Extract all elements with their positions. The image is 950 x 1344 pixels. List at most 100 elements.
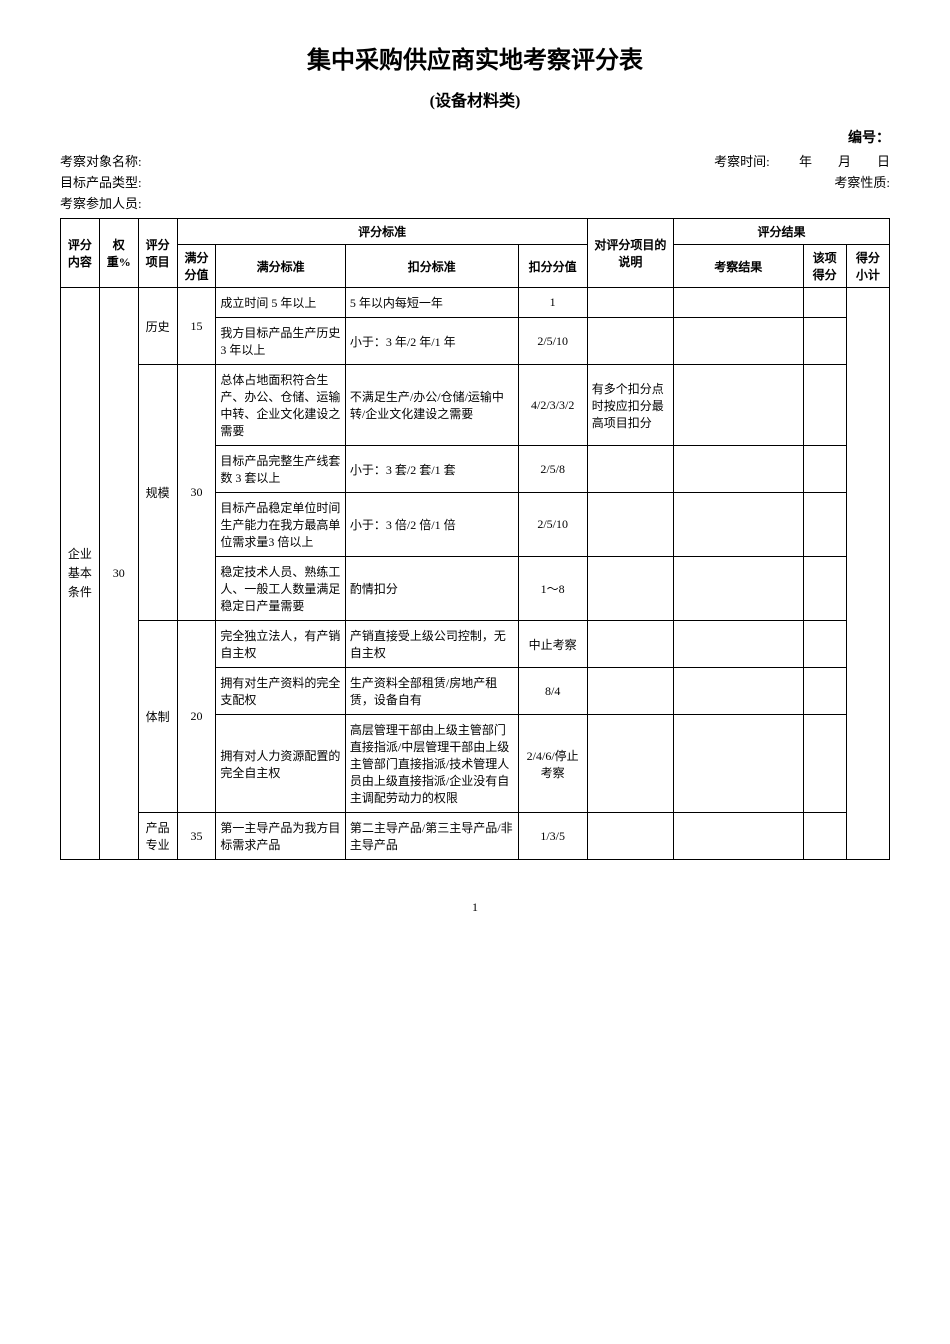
full-criteria: 成立时间 5 年以上 <box>216 288 346 318</box>
score-cell <box>803 288 846 318</box>
deduct-value: 2/5/10 <box>518 318 587 365</box>
result-cell <box>674 813 804 860</box>
full-criteria: 总体占地面积符合生产、办公、仓储、运输中转、企业文化建设之需要 <box>216 365 346 446</box>
h-result: 考察结果 <box>674 245 804 288</box>
h-weight: 权重% <box>99 219 138 288</box>
deduct-criteria: 高层管理干部由上级主管部门直接指派/中层管理干部由上级主管部门直接指派/技术管理… <box>345 715 518 813</box>
score-cell <box>803 446 846 493</box>
h-item: 评分项目 <box>138 219 177 288</box>
note-cell <box>587 493 673 557</box>
h-criteria-group: 评分标准 <box>177 219 587 245</box>
time-field: 考察时间: 年 月 日 <box>714 151 890 170</box>
full-criteria: 完全独立法人，有产销自主权 <box>216 621 346 668</box>
result-cell <box>674 668 804 715</box>
note-cell <box>587 715 673 813</box>
h-full-score: 满分分值 <box>177 245 216 288</box>
result-cell <box>674 493 804 557</box>
h-content: 评分内容 <box>61 219 100 288</box>
deduct-criteria: 产销直接受上级公司控制，无自主权 <box>345 621 518 668</box>
full-criteria: 我方目标产品生产历史 3 年以上 <box>216 318 346 365</box>
deduct-value: 1 <box>518 288 587 318</box>
nature-label: 考察性质: <box>834 172 890 191</box>
time-value: 年 月 日 <box>773 154 890 169</box>
meta-row-3: 考察参加人员: <box>60 193 890 212</box>
result-cell <box>674 557 804 621</box>
note-cell <box>587 446 673 493</box>
table-row: 产品专业 35 第一主导产品为我方目标需求产品 第二主导产品/第三主导产品/非主… <box>61 813 890 860</box>
item-name: 体制 <box>138 621 177 813</box>
score-cell <box>803 493 846 557</box>
note-cell <box>587 318 673 365</box>
deduct-value: 4/2/3/3/2 <box>518 365 587 446</box>
note-cell <box>587 621 673 668</box>
h-deduct-criteria: 扣分标准 <box>345 245 518 288</box>
table-row: 体制 20 完全独立法人，有产销自主权 产销直接受上级公司控制，无自主权 中止考… <box>61 621 890 668</box>
score-cell <box>803 813 846 860</box>
meta-row-1: 考察对象名称: 考察时间: 年 月 日 <box>60 151 890 170</box>
full-criteria: 目标产品完整生产线套数 3 套以上 <box>216 446 346 493</box>
note-cell: 有多个扣分点时按应扣分最高项目扣分 <box>587 365 673 446</box>
deduct-criteria: 第二主导产品/第三主导产品/非主导产品 <box>345 813 518 860</box>
note-cell <box>587 557 673 621</box>
item-name: 规模 <box>138 365 177 621</box>
h-result-group: 评分结果 <box>674 219 890 245</box>
subject-label: 考察对象名称: <box>60 151 142 170</box>
result-cell <box>674 621 804 668</box>
page-title: 集中采购供应商实地考察评分表 <box>60 40 890 75</box>
deduct-criteria: 不满足生产/办公/仓储/运输中转/企业文化建设之需要 <box>345 365 518 446</box>
result-cell <box>674 446 804 493</box>
score-cell <box>803 621 846 668</box>
result-cell <box>674 288 804 318</box>
deduct-criteria: 生产资料全部租赁/房地产租赁，设备自有 <box>345 668 518 715</box>
item-full-score: 15 <box>177 288 216 365</box>
score-cell <box>803 365 846 446</box>
full-criteria: 拥有对生产资料的完全支配权 <box>216 668 346 715</box>
score-cell <box>803 715 846 813</box>
result-cell <box>674 715 804 813</box>
score-cell <box>803 318 846 365</box>
h-full-criteria: 满分标准 <box>216 245 346 288</box>
header-row-2: 满分分值 满分标准 扣分标准 扣分分值 考察结果 该项得分 得分小计 <box>61 245 890 288</box>
full-criteria: 拥有对人力资源配置的完全自主权 <box>216 715 346 813</box>
h-subtotal: 得分小计 <box>846 245 889 288</box>
deduct-criteria: 小于：3 套/2 套/1 套 <box>345 446 518 493</box>
item-full-score: 30 <box>177 365 216 621</box>
note-cell <box>587 668 673 715</box>
deduct-criteria: 酌情扣分 <box>345 557 518 621</box>
full-criteria: 第一主导产品为我方目标需求产品 <box>216 813 346 860</box>
deduct-value: 中止考察 <box>518 621 587 668</box>
page-number: 1 <box>60 900 890 915</box>
deduct-value: 1～8 <box>518 557 587 621</box>
score-cell <box>803 668 846 715</box>
note-cell <box>587 813 673 860</box>
item-name: 产品专业 <box>138 813 177 860</box>
meta-row-2: 目标产品类型: 考察性质: <box>60 172 890 191</box>
evaluation-table: 评分内容 权重% 评分项目 评分标准 对评分项目的说明 评分结果 满分分值 满分… <box>60 218 890 860</box>
deduct-criteria: 小于：3 倍/2 倍/1 倍 <box>345 493 518 557</box>
deduct-value: 8/4 <box>518 668 587 715</box>
page-subtitle: (设备材料类) <box>60 87 890 111</box>
item-name: 历史 <box>138 288 177 365</box>
table-row: 企业基本条件 30 历史 15 成立时间 5 年以上 5 年以内每短一年 1 <box>61 288 890 318</box>
full-criteria: 稳定技术人员、熟练工人、一般工人数量满足稳定日产量需要 <box>216 557 346 621</box>
deduct-value: 2/5/8 <box>518 446 587 493</box>
item-full-score: 35 <box>177 813 216 860</box>
item-full-score: 20 <box>177 621 216 813</box>
header-row-1: 评分内容 权重% 评分项目 评分标准 对评分项目的说明 评分结果 <box>61 219 890 245</box>
time-label: 考察时间: <box>714 154 770 169</box>
subtotal-cell <box>846 288 889 860</box>
deduct-criteria: 5 年以内每短一年 <box>345 288 518 318</box>
h-item-score: 该项得分 <box>803 245 846 288</box>
result-cell <box>674 318 804 365</box>
product-label: 目标产品类型: <box>60 172 142 191</box>
table-row: 规模 30 总体占地面积符合生产、办公、仓储、运输中转、企业文化建设之需要 不满… <box>61 365 890 446</box>
result-cell <box>674 365 804 446</box>
deduct-value: 1/3/5 <box>518 813 587 860</box>
h-note: 对评分项目的说明 <box>587 219 673 288</box>
participants-label: 考察参加人员: <box>60 193 142 212</box>
deduct-value: 2/4/6/停止考察 <box>518 715 587 813</box>
group-weight: 30 <box>99 288 138 860</box>
group-content: 企业基本条件 <box>61 288 100 860</box>
h-deduct-value: 扣分分值 <box>518 245 587 288</box>
deduct-value: 2/5/10 <box>518 493 587 557</box>
